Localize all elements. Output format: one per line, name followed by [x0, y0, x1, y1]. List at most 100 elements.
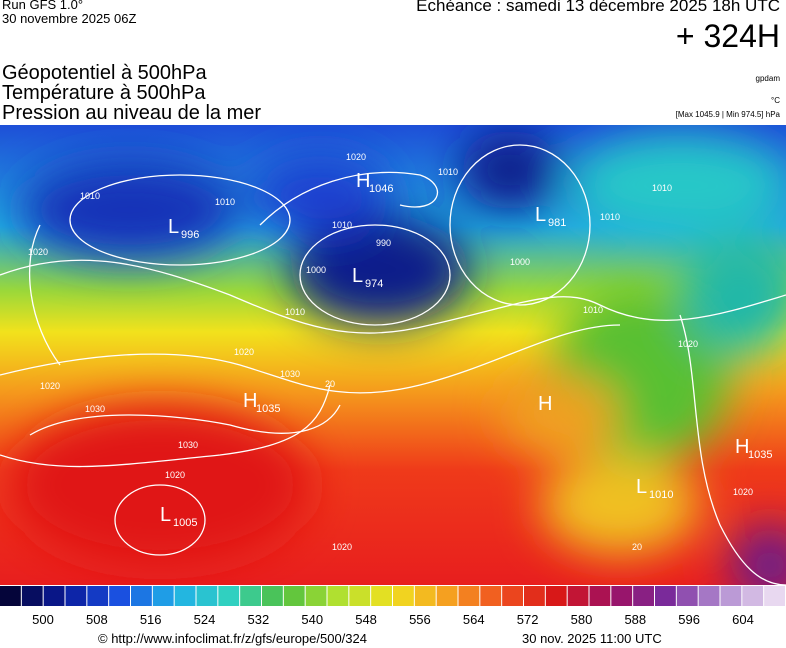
colorbar-tick-label: 604 [732, 612, 754, 627]
isobar-label: 1020 [346, 152, 366, 162]
center-value: 1035 [748, 449, 772, 461]
colorbar-cell [349, 586, 371, 606]
center-type: L [352, 265, 363, 287]
colorbar-cell [109, 586, 130, 606]
isobar-label: 1010 [285, 307, 305, 317]
center-value: 1046 [369, 183, 393, 195]
colorbar-cell [414, 586, 436, 606]
colorbar-tick-label: 588 [624, 612, 646, 627]
colorbar-cell [327, 586, 349, 606]
unit: °C [771, 96, 780, 105]
center-type: H [356, 170, 370, 192]
colorbar-cell [371, 586, 392, 606]
isobar-label: 1030 [280, 369, 300, 379]
isobar-label: 990 [376, 238, 391, 248]
colorbar-cell [545, 586, 567, 606]
source-url: © http://www.infoclimat.fr/z/gfs/europe/… [98, 631, 367, 646]
center-value: 1005 [173, 517, 197, 529]
center-value: 996 [181, 229, 199, 241]
colorbar-cell [131, 586, 152, 606]
center-type: L [535, 204, 546, 226]
isobar-label: 1010 [652, 183, 672, 193]
lead-time: + 324H [675, 18, 780, 54]
colorbar-cell [524, 586, 545, 606]
colorbar-tick-label: 580 [571, 612, 593, 627]
isobar-label: 1010 [583, 305, 603, 315]
isobar-label: 1010 [215, 197, 235, 207]
isobar-label: 20 [325, 379, 335, 389]
colorbar-cell [283, 586, 305, 606]
colorbar-cell [502, 586, 523, 606]
colorbar-tick-label: 572 [517, 612, 539, 627]
colorbar-cell [742, 586, 764, 606]
colorbar-tick-label: 548 [355, 612, 377, 627]
colorbar-cell [611, 586, 633, 606]
colorbar-tick-label: 508 [86, 612, 108, 627]
title: Géopotentiel à 500hPa [2, 62, 207, 84]
center-value: 1035 [256, 403, 280, 415]
center-type: L [168, 216, 179, 238]
isobar-label: 1000 [306, 265, 326, 275]
colorbar-tick-label: 564 [463, 612, 485, 627]
isobar-label: 1030 [178, 440, 198, 450]
colorbar-cell [87, 586, 109, 606]
center-type: L [636, 476, 647, 498]
colorbar-cell [196, 586, 218, 606]
colorbar-tick-label: 524 [194, 612, 216, 627]
colorbar: 500 508 516 524 532 540 548 556 564 572 580 588 596 6… [0, 586, 785, 627]
colorbar-cell [43, 586, 65, 606]
isobar-label: 1030 [85, 404, 105, 414]
colorbar-cell [633, 586, 654, 606]
run-date: 30 novembre 2025 06Z [2, 11, 137, 26]
colorbar-cell [720, 586, 742, 606]
isobar-label: 1020 [234, 347, 254, 357]
run: Run GFS 1.0° [2, 0, 84, 12]
isobar-label: 20 [632, 542, 642, 552]
center-value: 974 [365, 278, 383, 290]
colorbar-cell [152, 586, 174, 606]
colorbar-cell [174, 586, 196, 606]
isobar-label: 1020 [332, 542, 352, 552]
colorbar-cell [480, 586, 502, 606]
echeance: Echéance : samedi 13 décembre 2025 18h U… [416, 0, 780, 15]
colorbar-cell [655, 586, 676, 606]
colorbar-cell [262, 586, 283, 606]
colorbar-cell [240, 586, 261, 606]
center-type: H [243, 390, 257, 412]
colorbar-cell [65, 586, 87, 606]
colorbar-cell [436, 586, 458, 606]
colorbar-cell [458, 586, 480, 606]
center-value: 981 [548, 217, 566, 229]
center-type: H [538, 393, 552, 415]
colorbar-cell [589, 586, 611, 606]
unit: gpdam [755, 74, 780, 83]
colorbar-tick-label: 532 [248, 612, 270, 627]
colorbar-tick-label: 540 [301, 612, 323, 627]
colorbar-cell [567, 586, 589, 606]
colorbar-tick-label: 500 [32, 612, 54, 627]
colorbar-tick-label: 556 [409, 612, 431, 627]
isobar-label: 1000 [510, 257, 530, 267]
colorbar-cell [305, 586, 327, 606]
colorbar-cell [21, 586, 43, 606]
isobar-label: 1010 [80, 191, 100, 201]
isobar-label: 1010 [438, 167, 458, 177]
title: Pression au niveau de la mer [2, 102, 262, 124]
colorbar-cell [764, 586, 785, 606]
isobar-label: 1020 [28, 247, 48, 257]
colorbar-cell [676, 586, 698, 606]
isobar-label: 1020 [733, 487, 753, 497]
center-type: L [160, 504, 171, 526]
timestamp: 30 nov. 2025 11:00 UTC [522, 631, 662, 646]
center-value: 1010 [649, 489, 673, 501]
colorbar-tick-label: 516 [140, 612, 162, 627]
isobar-label: 1020 [40, 381, 60, 391]
colorbar-cell [218, 586, 240, 606]
title: Température à 500hPa [2, 82, 206, 104]
colorbar-cell [0, 586, 21, 606]
isobar-label: 1020 [678, 339, 698, 349]
isobar-label: 1010 [600, 212, 620, 222]
isobar-label: 1020 [165, 470, 185, 480]
